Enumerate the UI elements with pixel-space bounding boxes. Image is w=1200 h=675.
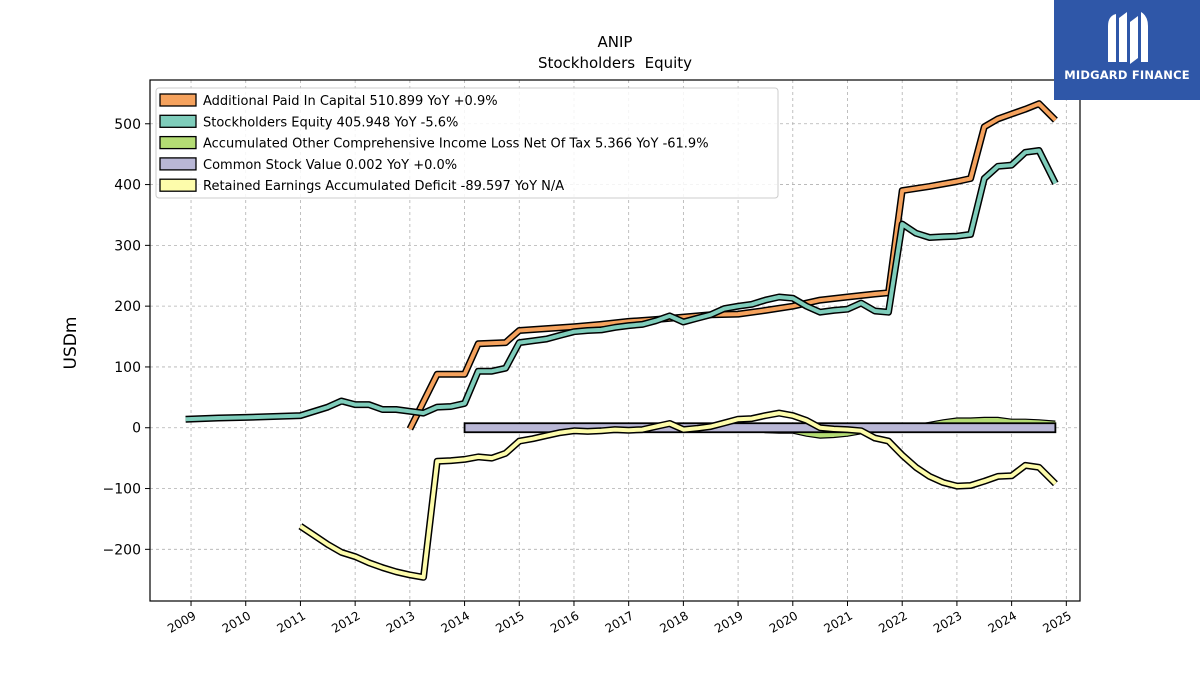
plot-frame	[149, 79, 1081, 602]
x-tick-label: 2022	[876, 608, 909, 635]
x-tick-label: 2024	[986, 608, 1019, 635]
x-tick-label: 2015	[493, 608, 526, 635]
y-axis-label: USDm	[61, 317, 81, 370]
y-tick-label: 100	[114, 360, 141, 376]
legend-entry: Additional Paid In Capital 510.899 YoY +…	[203, 94, 498, 109]
legend-entry: Common Stock Value 0.002 YoY +0.0%	[203, 158, 457, 173]
series-0-line	[408, 101, 1057, 430]
y-tick-label: 500	[114, 117, 141, 133]
legend-entry: Stockholders Equity 405.948 YoY -5.6%	[203, 115, 458, 130]
x-tick-label: 2011	[274, 608, 307, 635]
chart-subtitle: Stockholders Equity	[538, 54, 692, 72]
legend-box	[155, 87, 779, 199]
x-tick-label: 2009	[165, 608, 198, 635]
legend-swatch	[159, 157, 197, 171]
chart-title: ANIP	[598, 33, 633, 51]
y-tick-label: −100	[103, 482, 141, 498]
x-tick-label: 2013	[384, 608, 417, 635]
y-tick-label: −200	[103, 542, 141, 558]
x-tick-label: 2012	[329, 608, 362, 635]
series-1-line	[185, 148, 1058, 422]
y-tick-label: 400	[114, 178, 141, 194]
legend-swatch	[159, 93, 197, 107]
x-tick-label: 2019	[712, 608, 745, 635]
x-tick-label: 2023	[931, 608, 964, 635]
series-4-line	[299, 411, 1057, 580]
legend-swatch	[159, 114, 197, 128]
x-tick-label: 2025	[1040, 608, 1073, 635]
plot-series	[185, 100, 1059, 581]
legend-swatch	[159, 178, 197, 192]
y-tick-label: 0	[132, 421, 141, 437]
series-4-outline	[298, 409, 1058, 581]
brand-mark-icon	[1108, 12, 1148, 64]
x-tick-label: 2017	[603, 608, 636, 635]
legend-swatch	[159, 135, 197, 150]
y-tick-label: 300	[114, 238, 141, 254]
x-tick-label: 2021	[822, 608, 855, 635]
legend-entry: Accumulated Other Comprehensive Income L…	[203, 137, 709, 152]
y-tick-label: 200	[114, 299, 141, 315]
x-tick-label: 2010	[220, 608, 253, 635]
brand-logo: MIDGARD FINANCE	[1054, 0, 1200, 100]
x-tick-label: 2014	[439, 608, 472, 635]
legend: Additional Paid In Capital 510.899 YoY +…	[155, 87, 779, 199]
x-tick-label: 2016	[548, 608, 581, 635]
series-3-band	[463, 422, 1057, 434]
x-tick-label: 2018	[657, 608, 690, 635]
brand-name: MIDGARD FINANCE	[1064, 68, 1190, 82]
legend-entry: Retained Earnings Accumulated Deficit -8…	[203, 179, 564, 194]
x-tick-label: 2020	[767, 608, 800, 635]
